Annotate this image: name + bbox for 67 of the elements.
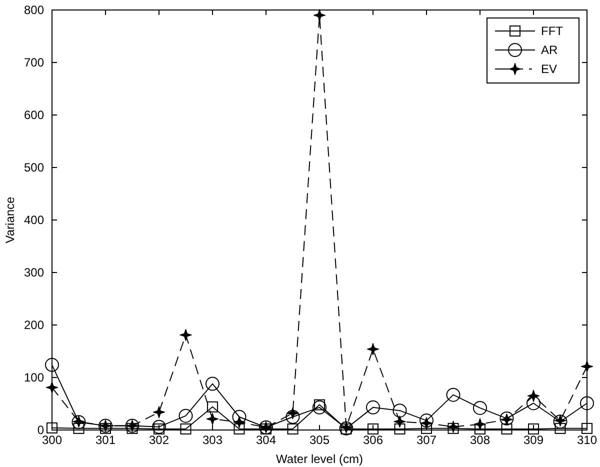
x-tick-label: 309 <box>523 433 544 447</box>
point <box>206 412 219 426</box>
point <box>178 408 193 423</box>
point <box>473 400 487 415</box>
y-tick-label: 600 <box>24 108 44 122</box>
point <box>392 404 407 418</box>
point <box>474 423 486 434</box>
y-tick-label: 800 <box>24 3 44 17</box>
x-tick-label: 306 <box>362 433 384 447</box>
point <box>152 420 166 434</box>
x-tick-label: 305 <box>309 433 330 447</box>
point <box>206 376 220 391</box>
legend-label: FFT <box>541 24 564 38</box>
y-tick-label: 200 <box>24 318 44 332</box>
y-tick-label: 100 <box>24 370 44 384</box>
point <box>180 423 192 434</box>
point <box>312 400 326 414</box>
point <box>446 388 460 402</box>
x-tick-label: 304 <box>256 433 276 447</box>
point <box>45 358 59 372</box>
y-tick-label: 500 <box>24 160 44 174</box>
legend-label: AR <box>541 43 558 57</box>
point <box>152 406 166 418</box>
point <box>180 328 192 342</box>
point <box>394 415 406 428</box>
point <box>313 9 326 22</box>
x-tick-label: 308 <box>470 433 490 447</box>
point <box>420 416 433 430</box>
point <box>46 422 58 434</box>
point <box>234 423 245 434</box>
point <box>286 410 300 424</box>
x-tick-label: 301 <box>95 433 116 447</box>
y-tick-label: 0 <box>37 423 44 437</box>
x-tick-label: 302 <box>148 433 170 447</box>
point <box>314 399 325 410</box>
point <box>366 342 380 356</box>
point <box>287 423 298 434</box>
legend-label: EV <box>541 62 558 76</box>
x-tick-label: 303 <box>202 433 223 447</box>
x-tick-label: 307 <box>416 433 437 447</box>
x-tick-label: 310 <box>576 433 598 447</box>
point <box>501 423 512 434</box>
y-tick-label: 700 <box>24 56 44 70</box>
point <box>154 423 164 434</box>
point <box>233 416 246 428</box>
point <box>394 423 406 434</box>
point <box>527 390 540 402</box>
point <box>207 401 218 412</box>
point <box>366 400 380 414</box>
x-tick-label: 300 <box>42 433 62 447</box>
point <box>526 396 540 410</box>
point <box>554 422 566 434</box>
point <box>286 406 299 420</box>
y-tick-label: 400 <box>24 213 44 227</box>
point <box>420 414 434 428</box>
point <box>73 422 84 434</box>
point <box>126 422 138 434</box>
point <box>580 396 594 410</box>
point <box>100 422 111 434</box>
x-axis-title: Water level (cm) <box>276 452 363 466</box>
point <box>232 410 246 424</box>
point <box>582 422 592 434</box>
point <box>528 423 539 434</box>
y-tick-label: 300 <box>24 266 44 280</box>
y-axis-title: Variance <box>3 196 17 244</box>
point <box>368 423 378 434</box>
point <box>421 422 432 434</box>
